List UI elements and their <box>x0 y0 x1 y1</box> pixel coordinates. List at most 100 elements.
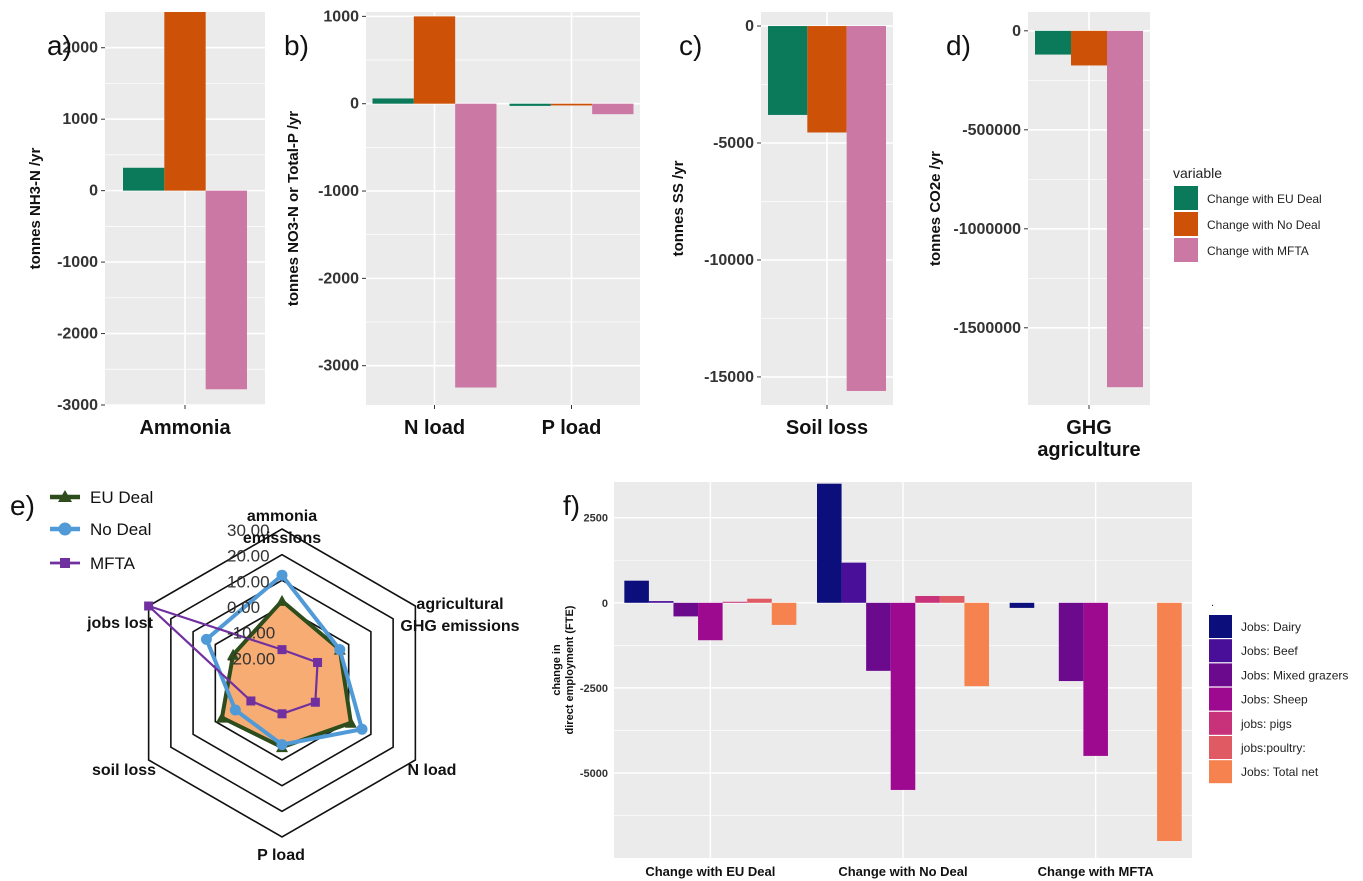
radar-axis-label: N load <box>408 762 457 779</box>
legend-swatch <box>1209 687 1232 711</box>
variable-legend: variable Change with EU Deal Change with N… <box>1173 165 1322 262</box>
y-axis-label: tonnes NO3-N or Total-P /yr <box>285 111 302 306</box>
radar-marker <box>313 657 323 667</box>
radar-legend-marker <box>58 490 72 502</box>
radar-grid-ring <box>192 579 372 787</box>
radar-marker <box>215 711 228 723</box>
bar <box>890 602 916 790</box>
radar-legend-marker <box>58 522 72 536</box>
radar-tick-label: -20.00 <box>227 649 275 668</box>
category-label: Change with MFTA <box>1038 864 1155 879</box>
category-label: Ammonia <box>139 417 231 439</box>
bar <box>205 190 247 390</box>
radar-grid-ring <box>214 605 350 761</box>
bar <box>939 595 965 603</box>
radar-marker <box>200 633 212 645</box>
bar-panel-3: 0 -5000 -10000 -15000 Soil loss tonnes SS /yr… <box>670 12 893 439</box>
y-axis-label: tonnes SS /yr <box>670 160 687 256</box>
bar <box>915 595 940 603</box>
y-tick-label: 0 <box>89 183 98 200</box>
y-tick-label: -1000 <box>57 254 98 271</box>
panel-letter: b) <box>284 30 309 61</box>
radar-marker <box>246 696 256 706</box>
radar-marker <box>344 716 357 728</box>
bar <box>768 26 808 115</box>
radar-legend-label: MFTA <box>90 554 136 573</box>
legend-swatch <box>1209 711 1232 735</box>
legend-title: . <box>1211 597 1214 609</box>
y-tick-label: -1500000 <box>953 320 1021 337</box>
y-tick-label: 1000 <box>323 8 359 25</box>
legend-label: Jobs: Sheep <box>1241 693 1308 707</box>
radar-marker <box>229 704 241 716</box>
y-tick-label: 2000 <box>62 40 98 57</box>
radar-marker <box>144 601 154 611</box>
radar-legend-label: No Deal <box>90 520 151 539</box>
y-axis-label: tonnes CO2e /yr <box>927 151 944 266</box>
bar <box>1083 602 1108 756</box>
bar <box>698 602 723 641</box>
radar-tick-label: 0.00 <box>227 598 260 617</box>
panel-letter: a) <box>47 30 72 61</box>
bar-panel-1: 2000 1000 0 -1000 -2000 -3000 Ammonia tonnes NH… <box>27 12 265 439</box>
radar-panel: 30.00 20.00 10.00 0.00 -10.00 -20.00 ammonia em… <box>10 488 520 864</box>
radar-tick-label: 10.00 <box>227 572 270 591</box>
legend-label: Jobs: Dairy <box>1241 620 1301 634</box>
bar <box>164 12 206 191</box>
y-tick-label: -5000 <box>580 768 608 780</box>
bar <box>1009 602 1035 608</box>
y-axis-label: change in <box>551 644 563 696</box>
legend-label: Change with No Deal <box>1207 218 1320 232</box>
radar-tick-label: 30.00 <box>227 521 270 540</box>
y-tick-label: -1000000 <box>953 221 1021 238</box>
legend-swatch <box>1209 663 1232 687</box>
legend-swatch <box>1209 736 1232 759</box>
bar <box>817 483 842 603</box>
radar-axis-label: emissions <box>243 530 321 547</box>
radar-marker <box>277 645 287 655</box>
legend-swatch <box>1174 212 1198 236</box>
radar-legend-marker <box>60 558 70 568</box>
bar <box>841 562 867 603</box>
panel-letter: f) <box>563 490 580 521</box>
radar-tick-label: 20.00 <box>227 547 270 566</box>
bar <box>509 103 551 106</box>
y-tick-label: -10000 <box>704 252 754 269</box>
radar-axis-label: jobs lost <box>86 615 153 632</box>
legend-swatch <box>1174 186 1198 210</box>
radar-axis-label: P load <box>257 847 305 864</box>
panel-background <box>366 12 640 405</box>
radar-marker <box>334 644 346 656</box>
y-tick-label: -1000 <box>318 183 359 200</box>
bar <box>673 602 699 617</box>
y-axis-label: tonnes NH3-N /yr <box>27 147 44 269</box>
y-tick-label: 0 <box>1012 23 1021 40</box>
bar <box>592 103 634 115</box>
legend-label: Change with EU Deal <box>1207 192 1322 206</box>
legend-swatch <box>1209 760 1232 784</box>
radar-marker <box>276 569 288 581</box>
bar <box>1058 602 1084 682</box>
radar-axis-label: ammonia <box>247 508 317 525</box>
panel-letter: c) <box>679 30 702 61</box>
bar <box>807 26 847 133</box>
y-tick-label: 0 <box>350 96 359 113</box>
radar-marker <box>276 594 288 606</box>
y-tick-label: -2500 <box>580 683 608 695</box>
bar <box>866 602 891 671</box>
radar-marker <box>277 709 287 719</box>
legend-label: jobs:poultry: <box>1240 741 1306 755</box>
bar <box>747 598 772 603</box>
jobs-panel: 2500 0 -2500 -5000 Change with EU Deal Change… <box>551 482 1348 879</box>
radar-grid-ring <box>170 553 394 813</box>
bar <box>1035 30 1071 55</box>
y-tick-label: -500000 <box>962 122 1021 139</box>
category-label: Soil loss <box>786 417 868 439</box>
category-label: Change with No Deal <box>838 864 967 879</box>
radar-fill-area <box>221 600 351 748</box>
legend-swatch <box>1209 639 1232 663</box>
y-tick-label: -2000 <box>318 270 359 287</box>
bar <box>1071 30 1107 66</box>
